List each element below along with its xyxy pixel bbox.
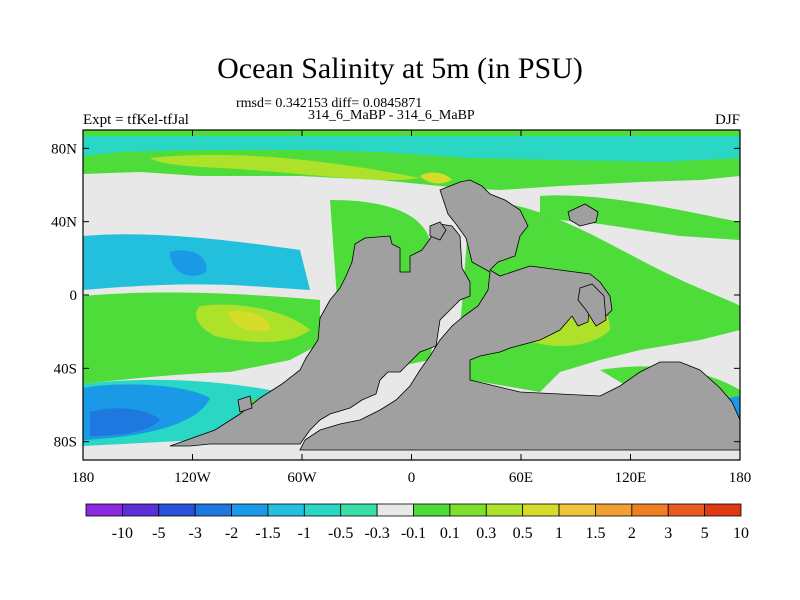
season-label: DJF [714,112,740,128]
landmass-americas [169,223,471,447]
x-axis: 180 120W 60W 0 60E 120E 180 [72,130,752,486]
south-pacific-orange [228,311,271,332]
colorbar-swatch [267,503,305,517]
x-tick-label: 120W [174,470,212,486]
colorbar-swatch [667,503,706,517]
colorbar-swatch [413,503,451,517]
colorbar-label: -2 [225,525,238,542]
southern-ocean-deep-blue [90,408,160,436]
experiment-label: Expt = tfKel-tfJal [83,112,189,128]
colorbar-label: -10 [112,525,133,542]
arctic-orange-spot [420,172,452,184]
colorbar-label: 0.1 [440,525,460,542]
colorbar-label: -3 [189,525,202,542]
y-tick-label: 40N [51,215,77,231]
colorbar-label: -0.1 [401,525,426,542]
colorbar-label: 3 [664,525,672,542]
island-north-atlantic [429,221,447,241]
colorbar-swatch [485,503,524,517]
y-tick-label: 40S [54,361,77,377]
colorbar-swatch [522,503,560,517]
colorbar-label: -1.5 [255,525,280,542]
x-tick-label: 60W [287,470,317,486]
colorbar-label: 1.5 [585,525,605,542]
pacific-blue-spot [170,250,207,276]
colorbar-label: 0.5 [513,525,533,542]
x-tick-label: 120E [615,470,647,486]
landmass-eurasia-africa [299,179,740,451]
y-tick-label: 80S [54,435,77,451]
y-tick-label: 80N [51,141,77,157]
chart-subtitle: 314_6_MaBP - 314_6_MaBP [308,108,475,123]
colorbar: -10 -5 -3 -2 -1.5 -1 -0.5 -0.3 -0.1 0.1 0.3 0.5 1 1.5… [85,503,749,542]
colorbar-swatch [303,503,342,517]
colorbar-label: 0.3 [476,525,496,542]
colorbar-swatch [121,503,160,517]
colorbar-swatch [158,503,196,517]
colorbar-label: -0.3 [364,525,389,542]
north-pacific-green [540,195,740,240]
colorbar-swatch [631,503,669,517]
y-tick-label: 0 [70,288,78,304]
arctic-cyan-band [83,136,740,162]
island-maritime [577,283,607,327]
x-tick-label: 180 [72,470,95,486]
colorbar-swatch [340,503,378,517]
colorbar-swatch [376,503,414,517]
colorbar-label: 1 [555,525,563,542]
chart-title: Ocean Salinity at 5m (in PSU) [217,52,583,85]
colorbar-swatch [595,503,633,517]
arctic-yellow-band [150,154,420,181]
x-tick-label: 60E [509,470,533,486]
map-field [83,130,740,460]
colorbar-label: 5 [701,525,709,542]
colorbar-swatch [231,503,269,517]
colorbar-swatch [704,503,742,517]
colorbar-label: -5 [152,525,165,542]
colorbar-swatch [558,503,596,517]
colorbar-swatch [449,503,487,517]
colorbar-label: -0.5 [328,525,353,542]
y-axis: 80N 40N 0 40S 80S [51,141,740,451]
colorbar-label: 2 [628,525,636,542]
colorbar-label: -1 [298,525,311,542]
island-antarctic-tip [237,395,253,413]
colorbar-swatch [85,503,123,517]
x-tick-label: 180 [729,470,752,486]
colorbar-label: 10 [733,525,749,542]
rmsd-diff-text: rmsd= 0.342153 diff= 0.0845871 [236,96,423,111]
island-east [567,203,599,227]
colorbar-swatch [194,503,232,517]
x-tick-label: 0 [408,470,416,486]
